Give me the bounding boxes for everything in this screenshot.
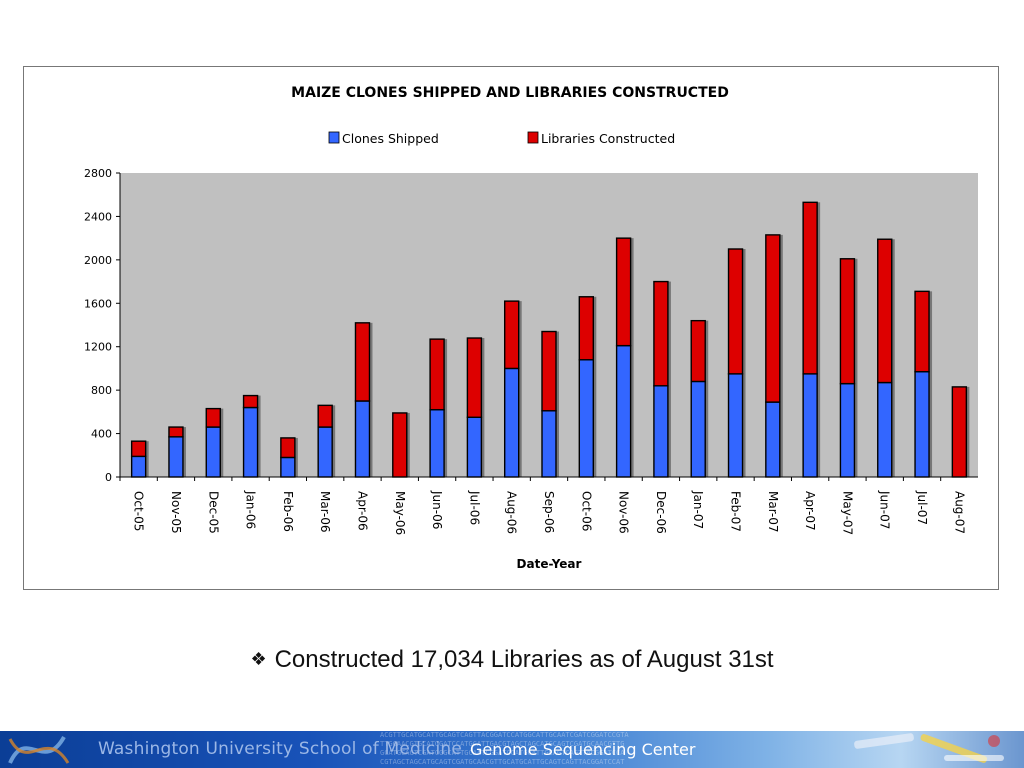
bar-clones-shipped-aug-06 <box>503 367 520 478</box>
y-tick-label: 1200 <box>84 341 112 354</box>
bar-libraries-constructed-jul-06 <box>466 337 483 418</box>
lab-equipment-graphic <box>854 733 1004 763</box>
footer-center-name: Genome Sequencing Center <box>470 740 696 759</box>
bar-libraries-constructed-feb-07 <box>727 248 744 375</box>
bar-libraries-constructed-sep-06 <box>541 330 557 412</box>
diamond-bullet-icon: ❖ <box>250 649 267 669</box>
x-tick-label: Oct-05 <box>132 491 146 531</box>
x-tick-label: Aug-06 <box>505 491 519 534</box>
x-tick-label: Sep-06 <box>542 491 556 533</box>
x-tick-label: May-06 <box>393 491 407 535</box>
legend-label-clones-shipped: Clones Shipped <box>342 131 439 146</box>
x-tick-label: Jul-07 <box>915 490 929 525</box>
x-tick-label: Aug-07 <box>952 491 966 534</box>
bar-libraries-constructed-apr-07 <box>802 201 818 375</box>
bar-clones-shipped-jan-06 <box>242 406 259 478</box>
bar-libraries-constructed-nov-05 <box>168 426 184 438</box>
bar-libraries-constructed-mar-06 <box>317 404 333 428</box>
y-axis: 0 400 800 1200 1600 2000 2400 2800 <box>84 167 121 484</box>
bar-clones-shipped-jan-07 <box>690 380 706 478</box>
x-tick-label: Feb-07 <box>729 491 743 532</box>
legend-label-libraries-constructed: Libraries Constructed <box>541 131 675 146</box>
y-tick-label: 2400 <box>84 210 112 223</box>
bar-clones-shipped-apr-07 <box>802 373 818 478</box>
bar-clones-shipped-dec-05 <box>205 426 221 478</box>
x-tick-label: May-07 <box>840 491 854 535</box>
x-tick-label: Jun-06 <box>430 490 444 529</box>
x-axis: Oct-05 Nov-05 Dec-05 Jan-06 Feb-06 Mar-06 Apr-… <box>119 476 978 535</box>
stacked-bar-chart: MAIZE CLONES SHIPPED AND LIBRARIES CONST… <box>84 85 978 571</box>
bar-libraries-constructed-nov-06 <box>615 237 632 347</box>
legend-swatch-clones-shipped <box>328 131 340 144</box>
bar-libraries-constructed-apr-06 <box>354 322 371 402</box>
bar-libraries-constructed-jun-07 <box>877 238 893 384</box>
bar-libraries-constructed-aug-06 <box>503 300 520 370</box>
bar-clones-shipped-jul-07 <box>914 370 930 478</box>
bar-clones-shipped-jun-06 <box>429 408 445 478</box>
bars-layer <box>130 201 970 478</box>
bar-libraries-constructed-dec-06 <box>653 280 669 387</box>
x-tick-label: Jan-06 <box>244 490 258 529</box>
x-tick-label: Mar-06 <box>318 491 332 532</box>
bullet-text: Constructed 17,034 Libraries as of Augus… <box>274 646 774 673</box>
x-tick-label: Jan-07 <box>691 490 705 529</box>
legend: Clones Shipped Libraries Constructed <box>328 131 675 146</box>
bar-libraries-constructed-aug-07 <box>951 386 968 478</box>
bar-clones-shipped-jun-07 <box>877 381 893 478</box>
y-tick-label: 800 <box>91 384 112 397</box>
bar-libraries-constructed-jun-06 <box>429 338 445 411</box>
dna-helix-icon <box>8 735 70 764</box>
bar-clones-shipped-apr-06 <box>354 400 371 478</box>
bar-clones-shipped-oct-06 <box>578 359 595 478</box>
bar-clones-shipped-mar-06 <box>317 426 333 478</box>
bar-libraries-constructed-jan-06 <box>242 394 259 409</box>
x-tick-label: Jun-07 <box>878 490 892 529</box>
x-tick-label: Oct-06 <box>579 491 593 531</box>
y-tick-label: 1600 <box>84 297 112 310</box>
y-tick-label: 400 <box>91 428 112 441</box>
x-tick-label: Apr-06 <box>355 491 369 531</box>
bullet-point: ❖ Constructed 17,034 Libraries as of Augu… <box>0 646 1024 674</box>
bar-libraries-constructed-oct-05 <box>130 440 147 458</box>
x-tick-label: Feb-06 <box>281 491 295 532</box>
x-tick-label: Apr-07 <box>803 491 817 531</box>
bar-libraries-constructed-oct-06 <box>578 296 595 361</box>
bar-libraries-constructed-may-07 <box>839 258 856 385</box>
bar-clones-shipped-may-07 <box>839 382 856 478</box>
bar-clones-shipped-oct-05 <box>130 455 147 478</box>
x-tick-label: Dec-05 <box>206 491 220 534</box>
y-tick-label: 0 <box>105 471 112 484</box>
bar-clones-shipped-mar-07 <box>765 401 781 478</box>
bar-clones-shipped-dec-06 <box>653 385 669 478</box>
x-tick-label: Jul-06 <box>467 490 481 525</box>
bar-clones-shipped-sep-06 <box>541 410 557 478</box>
bar-libraries-constructed-jul-07 <box>914 290 930 373</box>
footer-school-name: Washington University School of Medicine <box>98 739 463 759</box>
bar-libraries-constructed-feb-06 <box>280 437 296 459</box>
bar-libraries-constructed-may-06 <box>392 412 408 478</box>
sequence-pattern: ACGTTGCATGCATTGCAGTCAGTTACGGATCCATGGCATT… <box>380 731 629 766</box>
x-tick-label: Mar-07 <box>766 491 780 532</box>
footer-banner: ACGTTGCATGCATTGCAGTCAGTTACGGATCCATGGCATT… <box>0 731 1024 768</box>
y-tick-label: 2000 <box>84 254 112 267</box>
y-tick-label: 2800 <box>84 167 112 180</box>
bar-clones-shipped-nov-05 <box>168 436 184 478</box>
bar-libraries-constructed-dec-05 <box>205 407 221 428</box>
bar-libraries-constructed-jan-07 <box>690 319 706 383</box>
x-tick-label: Dec-06 <box>654 491 668 534</box>
bar-clones-shipped-jul-06 <box>466 416 483 478</box>
x-tick-label: Nov-05 <box>169 491 183 534</box>
bar-clones-shipped-feb-06 <box>280 456 296 478</box>
chart-frame: MAIZE CLONES SHIPPED AND LIBRARIES CONST… <box>23 66 999 590</box>
bar-clones-shipped-feb-07 <box>727 373 744 478</box>
bar-libraries-constructed-mar-07 <box>765 234 781 403</box>
chart-title: MAIZE CLONES SHIPPED AND LIBRARIES CONST… <box>291 85 729 101</box>
x-tick-label: Nov-06 <box>617 491 631 534</box>
bar-clones-shipped-nov-06 <box>615 344 632 478</box>
x-axis-title: Date-Year <box>517 557 582 571</box>
legend-swatch-libraries-constructed <box>527 131 539 144</box>
